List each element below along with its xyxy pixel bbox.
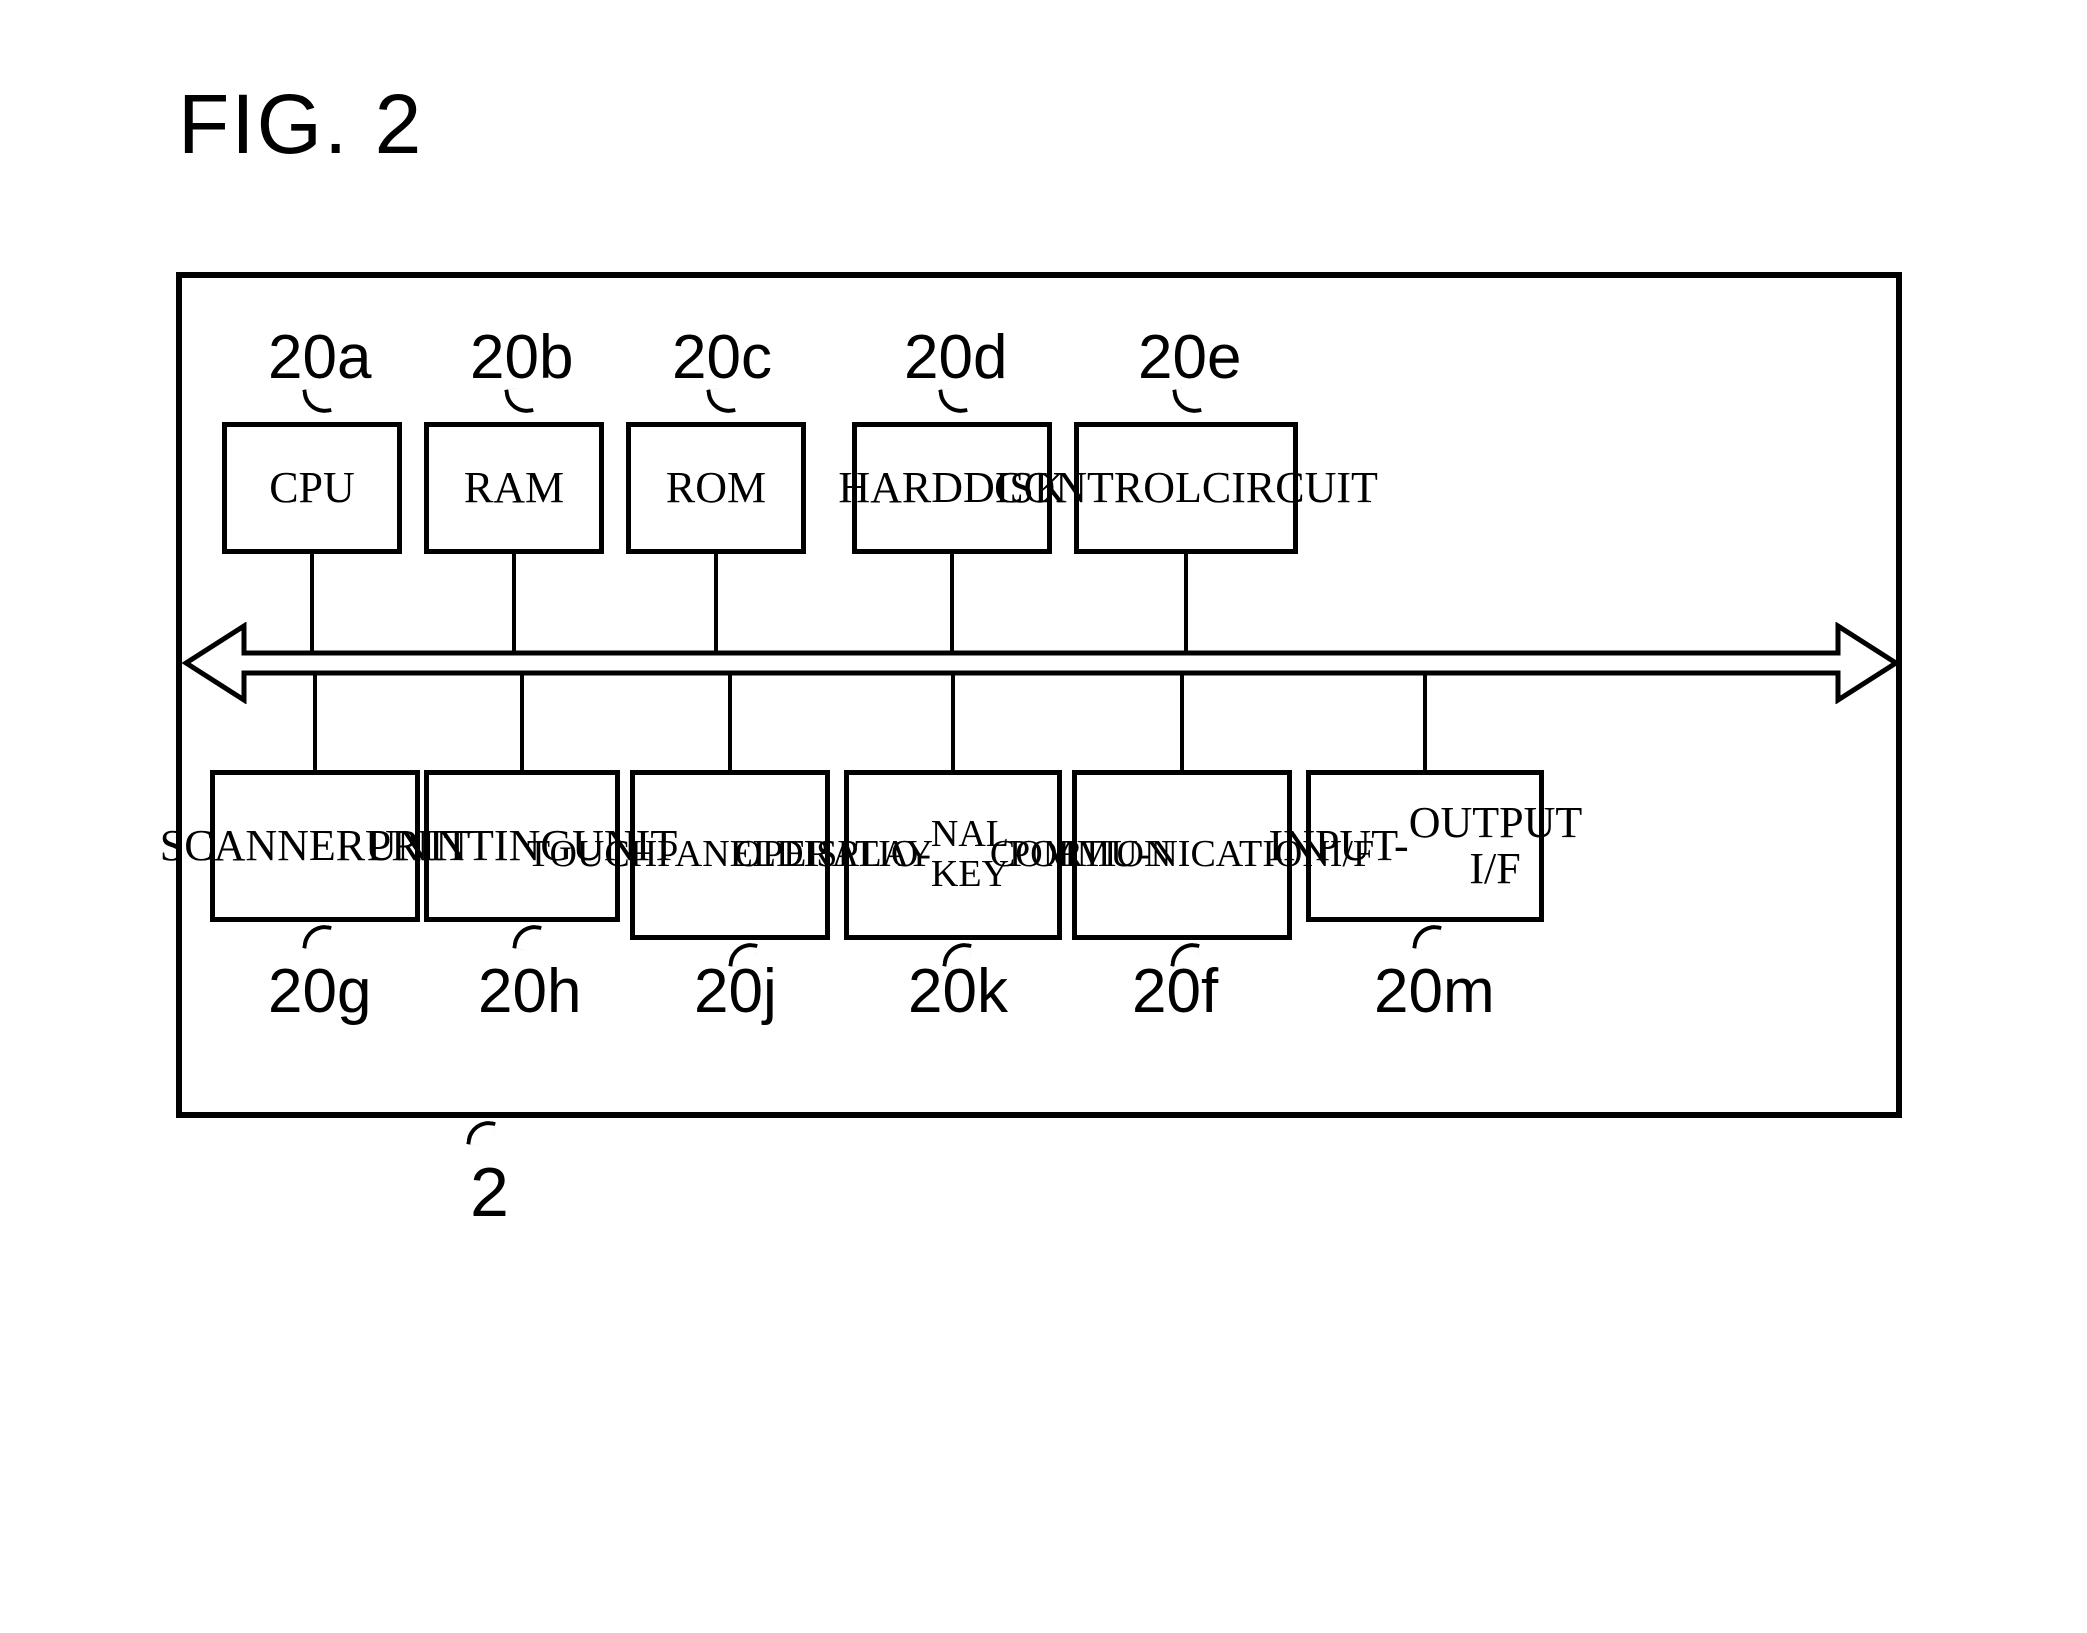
connector-20f (1180, 673, 1184, 770)
device-ref-label: 2 (470, 1152, 509, 1232)
block-20c: ROM (626, 422, 806, 554)
ref-label-20j: 20j (694, 956, 777, 1027)
connector-20d (950, 554, 954, 653)
ref-label-20g: 20g (268, 956, 371, 1027)
block-20b: RAM (424, 422, 604, 554)
figure-page: FIG. 2 2 CPU20aRAM20bROM20cHARDDISK20dCO… (0, 0, 2087, 1633)
figure-title: FIG. 2 (178, 76, 423, 173)
ref-tick-20m (1406, 926, 1436, 950)
ref-label-20f: 20f (1132, 956, 1218, 1027)
ref-label-20m: 20m (1374, 956, 1495, 1027)
connector-20j (728, 673, 732, 770)
ref-label-20d: 20d (904, 322, 1007, 393)
ref-tick-20h (506, 926, 536, 950)
connector-20b (512, 554, 516, 653)
connector-20h (520, 673, 524, 770)
ref-tick-20g (296, 926, 326, 950)
ref-label-20c: 20c (672, 322, 772, 393)
block-20e: CONTROLCIRCUIT (1074, 422, 1298, 554)
connector-20m (1423, 673, 1427, 770)
ref-label-20e: 20e (1138, 322, 1241, 393)
connector-20e (1184, 554, 1188, 653)
connector-20g (313, 673, 317, 770)
system-bus-arrow (182, 622, 1900, 704)
block-20a: CPU (222, 422, 402, 554)
ref-label-20h: 20h (478, 956, 581, 1027)
block-20f: COMMU-NICATIONI/F (1072, 770, 1292, 940)
ref-label-20a: 20a (268, 322, 371, 393)
connector-20c (714, 554, 718, 653)
block-20m: INPUT-OUTPUT I/F (1306, 770, 1544, 922)
ref-label-20b: 20b (470, 322, 573, 393)
connector-20a (310, 554, 314, 653)
device-ref-tick (460, 1122, 490, 1146)
ref-label-20k: 20k (908, 956, 1008, 1027)
connector-20k (951, 673, 955, 770)
